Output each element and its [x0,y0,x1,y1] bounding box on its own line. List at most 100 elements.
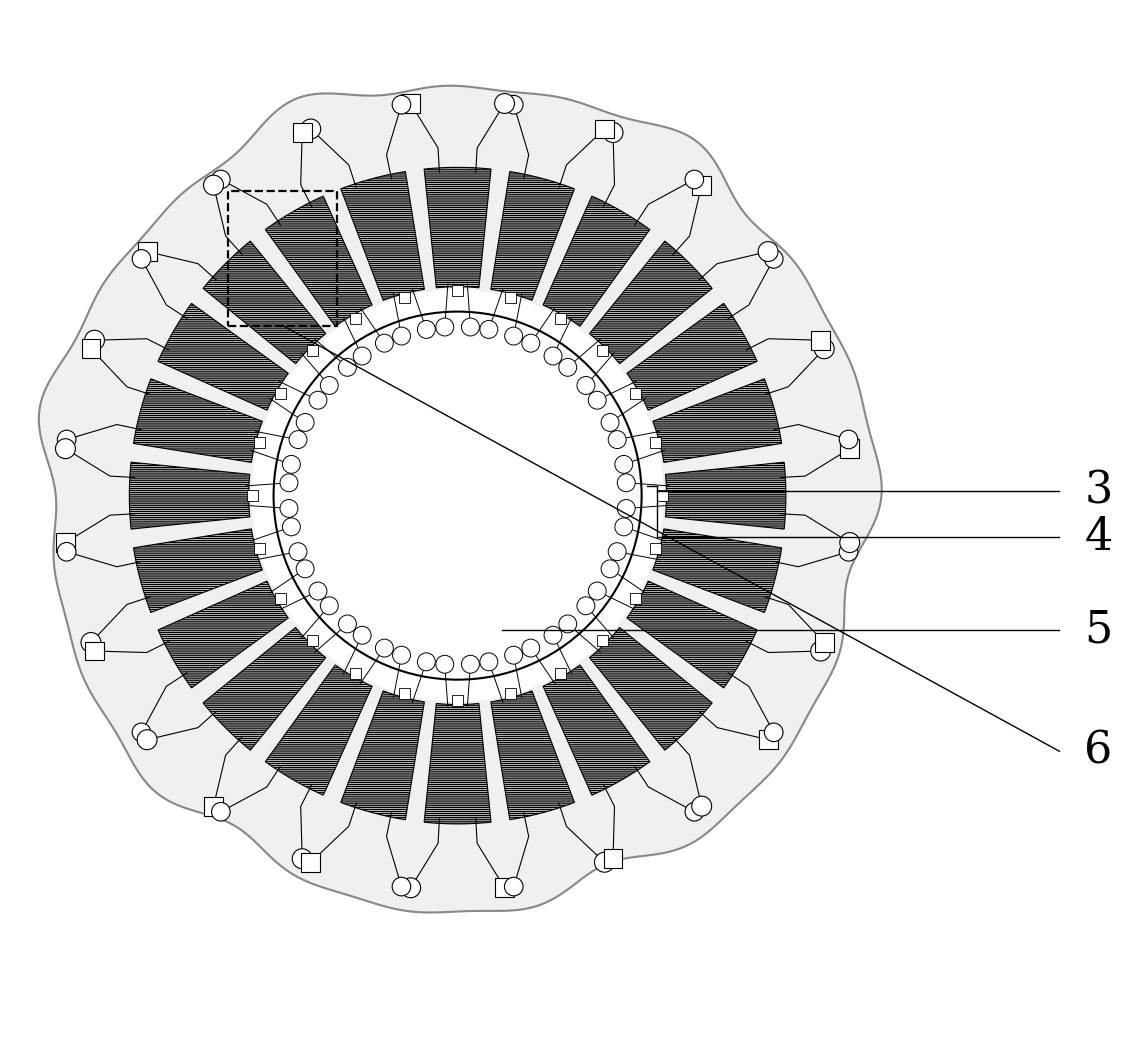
Circle shape [353,347,371,365]
Bar [228,192,337,326]
Circle shape [375,334,394,352]
Bar [399,688,410,700]
Bar [758,731,778,750]
Polygon shape [341,172,424,301]
Bar [841,439,859,458]
Circle shape [764,723,782,741]
Circle shape [283,518,301,536]
Circle shape [280,500,297,517]
Circle shape [815,338,834,359]
Circle shape [577,596,595,615]
Bar [595,120,614,138]
Circle shape [273,311,642,680]
Text: 5: 5 [1085,608,1113,652]
Polygon shape [627,303,757,410]
Polygon shape [589,628,713,751]
Circle shape [595,853,614,872]
Bar [495,879,514,897]
Circle shape [309,391,327,409]
Polygon shape [134,379,262,462]
Polygon shape [265,196,372,326]
Circle shape [758,242,778,261]
Circle shape [505,878,523,896]
Bar [81,339,101,358]
Circle shape [375,639,394,657]
Polygon shape [491,691,574,819]
Circle shape [133,250,151,269]
Circle shape [692,796,712,816]
Circle shape [81,633,101,653]
Circle shape [85,330,104,350]
Circle shape [301,119,320,138]
Circle shape [339,615,357,633]
Circle shape [505,327,523,345]
Bar [399,293,410,303]
Polygon shape [543,196,650,326]
Circle shape [840,533,859,553]
Circle shape [212,170,230,188]
Polygon shape [653,529,781,612]
Bar [301,853,320,871]
Polygon shape [39,85,882,913]
Circle shape [400,878,421,897]
Bar [56,533,74,552]
Circle shape [618,500,635,517]
Circle shape [339,358,357,376]
Circle shape [811,641,831,661]
Bar [506,293,516,303]
Circle shape [522,334,540,352]
Bar [597,346,607,356]
Bar [275,387,286,399]
Circle shape [280,474,297,491]
Bar [254,437,265,448]
Bar [650,543,661,554]
Circle shape [392,646,411,664]
Circle shape [309,582,327,600]
Polygon shape [265,665,372,795]
Polygon shape [627,581,757,688]
Circle shape [479,321,498,338]
Circle shape [418,321,436,338]
Circle shape [618,474,635,491]
Circle shape [614,455,633,474]
Circle shape [494,94,515,113]
Polygon shape [129,462,249,529]
Polygon shape [491,172,574,301]
Circle shape [289,542,307,561]
Circle shape [392,327,411,345]
Polygon shape [134,529,262,612]
Bar [629,592,641,604]
Circle shape [320,377,339,395]
Polygon shape [158,303,288,410]
Circle shape [685,803,704,821]
Bar [247,490,259,501]
Circle shape [601,413,619,431]
Circle shape [545,347,562,365]
Polygon shape [589,242,713,363]
Bar [597,635,607,646]
Polygon shape [424,168,491,287]
Circle shape [522,639,540,657]
Circle shape [545,627,562,644]
Circle shape [558,615,577,633]
Polygon shape [424,704,491,823]
Circle shape [296,560,315,578]
Circle shape [353,627,371,644]
Circle shape [57,542,76,561]
Bar [506,688,516,700]
Circle shape [296,413,315,431]
Circle shape [601,560,619,578]
Circle shape [840,542,858,561]
Text: 6: 6 [1085,730,1113,772]
Circle shape [614,518,633,536]
Bar [350,667,360,679]
Bar [85,641,104,660]
Circle shape [558,358,577,376]
Circle shape [603,123,623,143]
Bar [350,312,360,324]
Circle shape [577,377,595,395]
Text: 3: 3 [1085,469,1113,512]
Circle shape [204,175,223,195]
Circle shape [392,878,411,896]
Bar [308,635,318,646]
